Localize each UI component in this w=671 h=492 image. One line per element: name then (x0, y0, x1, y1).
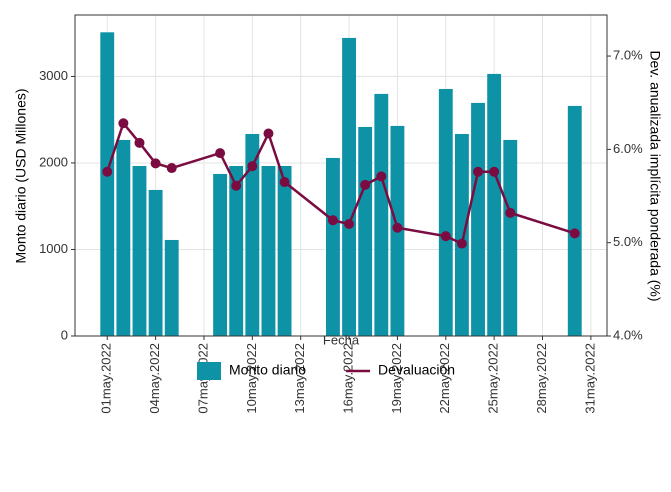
point (456, 238, 467, 249)
y-tick-label: 2000 (39, 154, 68, 169)
labels: 0 1000 2000 3000 4.0% 5.0% 6.0% 7.0% 01may.2022 0… (39, 47, 643, 413)
bar (132, 165, 147, 336)
bar (116, 139, 131, 336)
legend-swatch (197, 362, 221, 380)
plot-border (74, 14, 608, 337)
bar (471, 102, 485, 336)
x-tick-label: 10may.2022 (244, 343, 259, 414)
x-tick-label: 13may.2022 (292, 343, 307, 414)
x-tick-label: 16may.2022 (340, 343, 355, 414)
point (360, 179, 371, 190)
x-tick-label: 22may.2022 (437, 343, 452, 414)
y2-axis-title: Dev. anualizada implícita ponderada (%) (647, 50, 663, 301)
bar (245, 133, 260, 336)
y-axis-title: Monto diario (USD Millones) (13, 88, 29, 263)
point (569, 228, 580, 239)
y-tick-label: 0 (61, 327, 68, 342)
point (279, 177, 290, 188)
legend-label: Monto diario (229, 362, 306, 378)
bar (213, 173, 228, 336)
y2-tick-label: 6.0% (613, 141, 643, 156)
point (118, 118, 129, 129)
y2-tick-label: 5.0% (613, 234, 643, 249)
x-axis-title: Fecha (323, 332, 360, 347)
x-tick-label: 01may.2022 (99, 343, 114, 414)
point (440, 231, 451, 242)
point (231, 180, 242, 191)
point (344, 219, 355, 230)
point (327, 215, 338, 226)
point (166, 163, 177, 174)
point (263, 128, 274, 139)
bar (374, 93, 389, 336)
point (247, 161, 258, 172)
bar (358, 126, 373, 336)
y2-tick-label: 7.0% (613, 47, 643, 62)
point (376, 171, 387, 182)
y-tick-label: 3000 (39, 68, 68, 83)
y2-tick-label: 4.0% (613, 327, 643, 342)
bar (567, 105, 582, 336)
x-tick-label: 25may.2022 (486, 343, 501, 414)
bar (503, 139, 518, 336)
bar (100, 32, 115, 337)
legend-label: Devaluación (378, 362, 455, 378)
bar (454, 133, 469, 336)
marks (100, 32, 582, 337)
x-tick-label: 19may.2022 (389, 343, 404, 414)
x-tick-label: 04may.2022 (147, 343, 162, 414)
x-tick-label: 31may.2022 (582, 343, 597, 414)
point (489, 166, 500, 177)
bar (164, 239, 179, 336)
bar (277, 165, 292, 336)
bar (487, 73, 502, 336)
point (102, 166, 113, 177)
point (473, 166, 484, 177)
point (134, 137, 145, 148)
bar (148, 189, 163, 336)
point (150, 158, 161, 169)
point (392, 222, 403, 233)
bar (326, 157, 340, 336)
bar (261, 165, 276, 336)
point (215, 148, 226, 159)
point (505, 207, 516, 218)
x-tick-label: 28may.2022 (534, 343, 549, 414)
bar (229, 165, 244, 336)
bar (438, 88, 453, 337)
y-tick-label: 1000 (39, 241, 68, 256)
bar (342, 37, 356, 337)
